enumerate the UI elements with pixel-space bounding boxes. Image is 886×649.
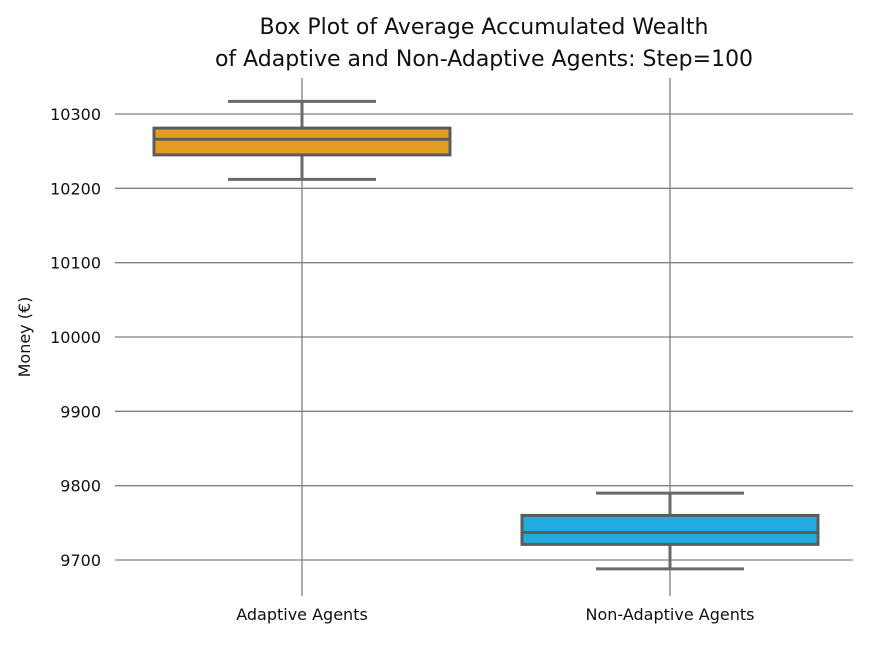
y-tick-label-10100: 10100 (50, 254, 101, 273)
box-2 (520, 491, 820, 571)
grid-lines (115, 78, 853, 596)
chart-title-line-1: Box Plot of Average Accumulated Wealth (260, 15, 709, 40)
x-tick-label-2: Non-Adaptive Agents (586, 605, 755, 624)
chart-title-line-2: of Adaptive and Non-Adaptive Agents: Ste… (215, 47, 753, 72)
y-tick-label-9800: 9800 (60, 477, 101, 496)
y-tick-labels: 9700 9800 9900 10000 10100 10200 10300 (50, 105, 101, 570)
x-tick-label-1: Adaptive Agents (236, 605, 368, 624)
y-tick-label-10200: 10200 (50, 179, 101, 198)
y-axis-label: Money (€) (15, 297, 34, 378)
y-tick-label-9700: 9700 (60, 551, 101, 570)
y-tick-label-9900: 9900 (60, 402, 101, 421)
box-1 (152, 99, 452, 181)
box-series (152, 99, 820, 571)
y-tick-label-10300: 10300 (50, 105, 101, 124)
y-tick-label-10000: 10000 (50, 328, 101, 347)
iqr-box-1 (152, 126, 452, 157)
x-tick-labels: Adaptive Agents Non-Adaptive Agents (236, 605, 754, 624)
iqr-box-2 (520, 513, 820, 546)
